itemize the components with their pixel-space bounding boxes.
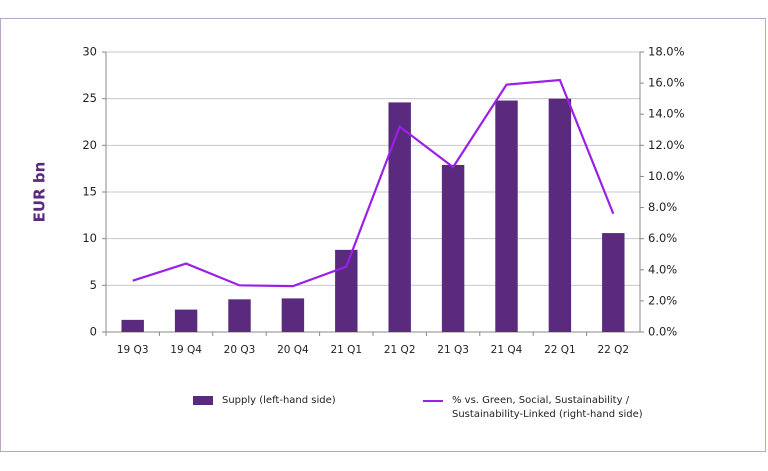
x-tick-label: 21 Q3 xyxy=(437,344,469,356)
y2-tick-label: 4.0% xyxy=(648,262,677,276)
legend-swatch xyxy=(423,400,443,402)
y-tick-label: 15 xyxy=(82,185,97,199)
x-tick-label: 21 Q2 xyxy=(384,344,416,356)
bar xyxy=(548,98,572,333)
bar xyxy=(228,299,251,332)
y2-tick-label: 10.0% xyxy=(648,169,685,183)
y2-tick-label: 0.0% xyxy=(648,325,677,339)
y2-tick-label: 8.0% xyxy=(648,200,677,214)
y-tick-label: 5 xyxy=(90,278,97,292)
x-tick-label: 19 Q3 xyxy=(117,344,149,356)
x-tick-label: 22 Q1 xyxy=(544,344,576,356)
bar xyxy=(388,102,411,333)
y2-tick-label: 16.0% xyxy=(648,76,685,90)
y2-tick-label: 2.0% xyxy=(648,293,677,307)
chart-frame xyxy=(0,18,766,452)
legend-marker xyxy=(193,396,213,405)
legend-swatch xyxy=(193,396,213,405)
y2-tick-label: 14.0% xyxy=(648,107,685,121)
x-tick-label: 20 Q3 xyxy=(224,344,256,356)
x-tick-label: 21 Q4 xyxy=(491,344,523,356)
y-tick-label: 30 xyxy=(82,45,97,59)
x-tick-label: 19 Q4 xyxy=(170,344,202,356)
legend-item: % vs. Green, Social, Sustainability / Su… xyxy=(423,394,652,422)
y-tick-label: 25 xyxy=(82,91,97,105)
x-tick-label: 21 Q1 xyxy=(330,344,362,356)
y2-tick-label: 12.0% xyxy=(648,138,685,152)
legend-label: % vs. Green, Social, Sustainability / Su… xyxy=(452,395,643,420)
bar xyxy=(335,249,358,332)
legend-item: Supply (left-hand side) xyxy=(193,394,382,408)
legend-label: Supply (left-hand side) xyxy=(222,395,336,406)
bar xyxy=(602,233,625,332)
y-tick-label: 20 xyxy=(82,138,97,152)
bar xyxy=(281,298,305,332)
y-tick-label: 0 xyxy=(90,325,97,339)
line xyxy=(132,78,615,288)
x-tick-label: 22 Q2 xyxy=(597,344,629,356)
bar xyxy=(495,100,518,333)
x-tick-label: 20 Q4 xyxy=(277,344,309,356)
y-axis-title: EUR bn xyxy=(31,162,49,223)
y2-tick-label: 18.0% xyxy=(648,45,685,59)
bar xyxy=(121,319,144,332)
bar xyxy=(174,309,198,332)
y2-tick-label: 6.0% xyxy=(648,231,677,245)
y-tick-label: 10 xyxy=(82,231,97,245)
bar xyxy=(441,164,465,332)
